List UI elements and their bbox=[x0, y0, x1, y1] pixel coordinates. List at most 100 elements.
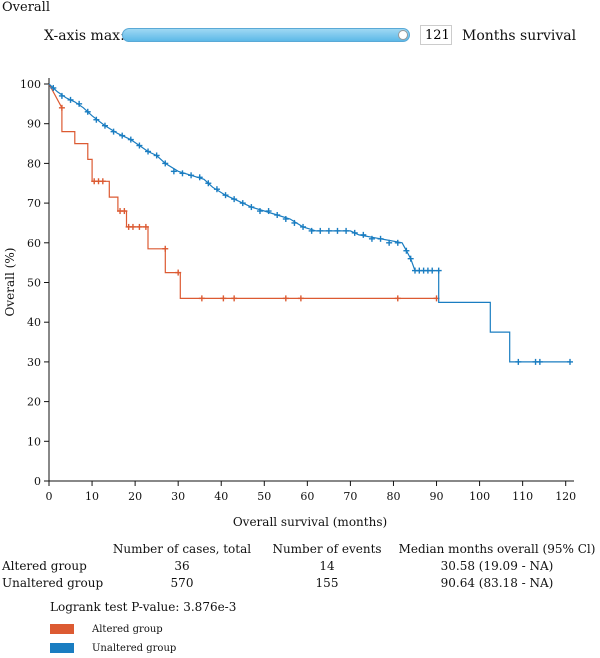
unaltered-censor-mark bbox=[274, 212, 281, 219]
legend-swatch-unaltered bbox=[50, 643, 74, 653]
xaxis-max-slider[interactable] bbox=[122, 28, 410, 42]
page-title: Overall bbox=[2, 0, 50, 15]
altered-curve bbox=[48, 83, 437, 299]
unaltered-censor-mark bbox=[222, 192, 229, 199]
legend-label-altered: Altered group bbox=[92, 624, 163, 635]
unaltered-censor-mark bbox=[50, 84, 57, 91]
unaltered-censor-mark bbox=[394, 239, 401, 246]
x-tick-label: 70 bbox=[343, 490, 357, 503]
altered-censor-mark bbox=[175, 269, 182, 276]
altered-censor-mark bbox=[198, 295, 205, 302]
legend-label-unaltered: Unaltered group bbox=[92, 643, 177, 654]
unaltered-censor-mark bbox=[67, 96, 74, 103]
altered-censor-mark bbox=[231, 295, 238, 302]
x-tick-label: 50 bbox=[257, 490, 271, 503]
unaltered-censor-mark bbox=[170, 168, 177, 175]
y-tick-label: 50 bbox=[27, 277, 41, 290]
unaltered-censor-mark bbox=[429, 267, 436, 274]
xaxis-max-label: X-axis max: bbox=[44, 28, 125, 44]
altered-censor-mark bbox=[99, 178, 106, 185]
altered-censor-mark bbox=[297, 295, 304, 302]
unaltered-censor-mark bbox=[93, 116, 100, 123]
x-axis-title: Overall survival (months) bbox=[233, 515, 387, 529]
y-tick-label: 0 bbox=[34, 475, 41, 488]
y-tick-label: 100 bbox=[20, 78, 41, 91]
y-tick-label: 80 bbox=[27, 157, 41, 170]
x-tick-label: 60 bbox=[300, 490, 314, 503]
altered-censor-mark bbox=[162, 245, 169, 252]
unaltered-censor-mark bbox=[256, 208, 263, 215]
unaltered-censor-mark bbox=[162, 160, 169, 167]
unaltered-censor-mark bbox=[368, 235, 375, 242]
unaltered-censor-mark bbox=[119, 132, 126, 139]
unaltered-censor-mark bbox=[300, 223, 307, 230]
x-tick-label: 100 bbox=[469, 490, 490, 503]
unaltered-censor-mark bbox=[76, 100, 83, 107]
legend-swatch-altered bbox=[50, 624, 74, 634]
unaltered-censor-mark bbox=[58, 92, 65, 99]
stats-row-median: 30.58 (19.09 - NA) bbox=[440, 559, 554, 573]
slider-handle[interactable] bbox=[398, 30, 408, 40]
stats-row-median: 90.64 (83.18 - NA) bbox=[440, 576, 554, 590]
unaltered-curve bbox=[48, 83, 570, 363]
unaltered-censor-mark bbox=[101, 122, 108, 129]
y-tick-label: 20 bbox=[27, 396, 41, 409]
x-tick-label: 90 bbox=[430, 490, 444, 503]
unaltered-censor-mark bbox=[239, 200, 246, 207]
y-tick-label: 60 bbox=[27, 237, 41, 250]
unaltered-censor-mark bbox=[110, 128, 117, 135]
stats-row-cases: 36 bbox=[174, 559, 190, 573]
unaltered-censor-mark bbox=[386, 239, 393, 246]
y-tick-label: 30 bbox=[27, 356, 41, 369]
stats-row-events: 14 bbox=[319, 559, 335, 573]
unaltered-censor-mark bbox=[407, 255, 414, 262]
unaltered-censor-mark bbox=[179, 170, 186, 177]
stats-row-group: Unaltered group bbox=[2, 576, 104, 590]
unaltered-censor-mark bbox=[334, 227, 341, 234]
unaltered-censor-mark bbox=[153, 152, 160, 159]
unaltered-censor-mark bbox=[213, 186, 220, 193]
stats-header-cases: Number of cases, total bbox=[112, 542, 252, 556]
y-tick-label: 70 bbox=[27, 197, 41, 210]
months-survival-label: Months survival bbox=[462, 28, 577, 44]
unaltered-censor-mark bbox=[291, 219, 298, 226]
stats-row-events: 155 bbox=[315, 576, 339, 590]
x-tick-label: 40 bbox=[214, 490, 228, 503]
unaltered-censor-mark bbox=[84, 108, 91, 115]
x-tick-label: 110 bbox=[512, 490, 533, 503]
logrank-pvalue: Logrank test P-value: 3.876e-3 bbox=[50, 600, 237, 614]
stats-row-cases: 570 bbox=[170, 576, 194, 590]
y-tick-label: 10 bbox=[27, 435, 41, 448]
x-tick-label: 20 bbox=[128, 490, 142, 503]
unaltered-censor-mark bbox=[536, 358, 543, 365]
y-axis-title: Overall (%) bbox=[3, 248, 17, 317]
unaltered-censor-mark bbox=[265, 208, 272, 215]
altered-censor-mark bbox=[394, 295, 401, 302]
unaltered-censor-mark bbox=[282, 215, 289, 222]
unaltered-censor-mark bbox=[231, 196, 238, 203]
unaltered-censor-mark bbox=[248, 204, 255, 211]
altered-censor-mark bbox=[129, 223, 136, 230]
x-tick-label: 120 bbox=[555, 490, 576, 503]
unaltered-censor-mark bbox=[317, 227, 324, 234]
unaltered-censor-mark bbox=[515, 358, 522, 365]
unaltered-censor-mark bbox=[567, 358, 573, 365]
stats-row-group: Altered group bbox=[2, 559, 87, 573]
stats-header-events: Number of events bbox=[272, 542, 382, 556]
unaltered-censor-mark bbox=[196, 174, 203, 181]
unaltered-censor-mark bbox=[325, 227, 332, 234]
altered-censor-mark bbox=[136, 223, 143, 230]
unaltered-censor-mark bbox=[403, 247, 410, 254]
altered-censor-mark bbox=[58, 104, 65, 111]
y-tick-label: 90 bbox=[27, 118, 41, 131]
unaltered-censor-mark bbox=[188, 172, 195, 179]
x-tick-label: 80 bbox=[386, 490, 400, 503]
survival-chart: 0 10 20 30 40 50 60 70 80 90 100 0 10 20 30 40 50 60 70 80 9… bbox=[3, 78, 576, 529]
unaltered-censor-mark bbox=[205, 180, 212, 187]
unaltered-censor-mark bbox=[136, 142, 143, 149]
altered-censor-mark bbox=[282, 295, 289, 302]
xaxis-max-input[interactable] bbox=[420, 25, 452, 45]
unaltered-censor-mark bbox=[351, 229, 358, 236]
unaltered-censor-mark bbox=[308, 227, 315, 234]
unaltered-censor-mark bbox=[127, 136, 134, 143]
